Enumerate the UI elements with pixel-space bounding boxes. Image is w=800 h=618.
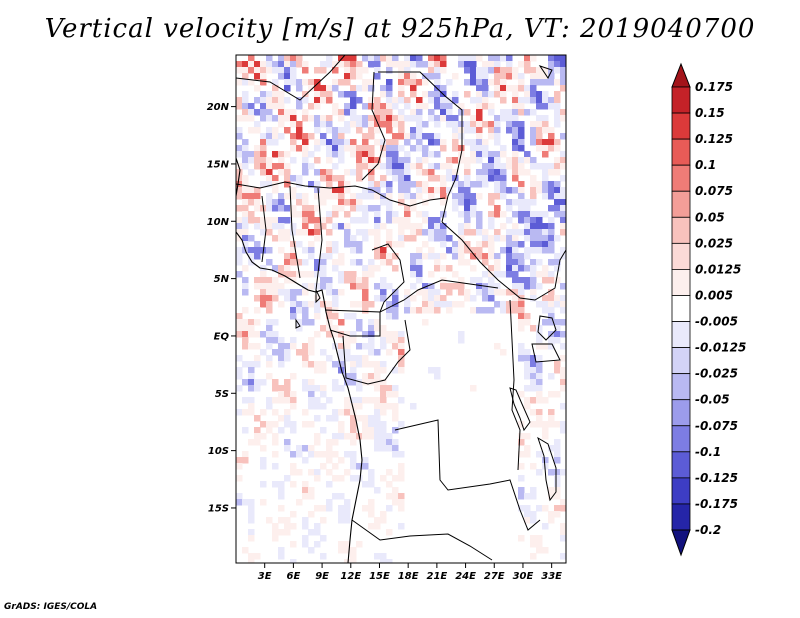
colorbar-segment (671, 321, 691, 348)
lon-tick-label: 18E (398, 571, 419, 582)
lon-tick-label: 24E (455, 571, 476, 582)
coastline (236, 231, 363, 563)
colorbar-label: 0.005 (695, 288, 733, 302)
colorbar-label: 0.0125 (695, 262, 741, 276)
colorbar-label: 0.1 (695, 158, 716, 172)
colorbar-label: -0.175 (695, 497, 738, 511)
colorbar-segment (671, 86, 691, 114)
colorbar-segment (671, 529, 691, 557)
lon-tick-label: 6E (286, 571, 300, 582)
colorbar-segment (671, 451, 691, 479)
colorbar-segment (671, 216, 691, 244)
map-frame (235, 54, 567, 564)
lon-tick-label: 12E (340, 571, 361, 582)
colorbar-segment (671, 347, 691, 375)
lat-tick-label: 5N (214, 274, 230, 285)
colorbar-segment (671, 62, 691, 88)
colorbar-label: 0.15 (695, 106, 725, 120)
lat-tick-label: 20N (207, 102, 230, 113)
colorbar-segment (671, 138, 691, 166)
colorbar-segment (671, 190, 691, 218)
colorbar-label: -0.1 (695, 445, 721, 459)
colorbar-segment (671, 164, 691, 192)
colorbar-segment (671, 295, 691, 322)
colorbar-segment (671, 425, 691, 453)
lat-tick-label: 15S (208, 503, 229, 514)
colorbar-label: 0.05 (695, 210, 725, 224)
lon-tick-label: 33E (541, 571, 562, 582)
colorbar-label: -0.0125 (695, 341, 746, 355)
latitude-axis: 20N 15N 10N 5N EQ 5S 10S 15S (207, 102, 236, 514)
lon-tick-label: 3E (258, 571, 272, 582)
colorbar-segment (671, 399, 691, 427)
lon-tick-label: 15E (369, 571, 390, 582)
chart-title: Vertical velocity [m/s] at 925hPa, VT: 2… (44, 14, 756, 44)
lat-tick-label: 15N (207, 159, 230, 170)
colorbar-label: 0.175 (695, 80, 733, 94)
lat-tick-label: 5S (215, 389, 229, 400)
lat-tick-label: EQ (214, 331, 230, 342)
colorbar-label: 0.125 (695, 132, 733, 146)
colorbar-segment (671, 242, 691, 270)
software-credit: GrADS: IGES/COLA (4, 602, 98, 612)
colorbar-segment (671, 269, 691, 296)
colorbar-segment (671, 477, 691, 505)
lon-tick-label: 9E (315, 571, 329, 582)
colorbar-label: -0.025 (695, 367, 738, 381)
colorbar: 0.175 0.15 0.125 0.1 0.075 0.05 0.025 0.0125 0.0… (671, 62, 746, 557)
country-borders (236, 55, 566, 561)
coastline (236, 157, 241, 197)
velocity-field (236, 55, 566, 563)
colorbar-label: -0.125 (695, 471, 738, 485)
colorbar-segment (671, 373, 691, 401)
lon-tick-label: 30E (513, 571, 534, 582)
lakes (295, 65, 557, 502)
colorbar-label: 0.025 (695, 236, 733, 250)
lat-tick-label: 10N (207, 217, 230, 228)
colorbar-label: -0.005 (695, 315, 738, 329)
lat-tick-label: 10S (208, 446, 229, 457)
lon-tick-label: 27E (484, 571, 505, 582)
colorbar-label: -0.2 (695, 523, 721, 537)
colorbar-label: 0.075 (695, 184, 733, 198)
lon-tick-label: 21E (426, 571, 447, 582)
longitude-axis: 3E 6E 9E 12E 15E 18E 21E 24E 27E 30E 33E (258, 563, 562, 582)
colorbar-label: -0.05 (695, 393, 730, 407)
colorbar-segment (671, 503, 691, 531)
colorbar-label: -0.075 (695, 419, 738, 433)
colorbar-segment (671, 112, 691, 140)
